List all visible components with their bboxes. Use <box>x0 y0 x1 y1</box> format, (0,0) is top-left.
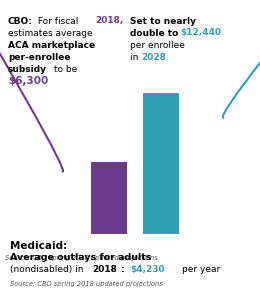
Text: Source: CBO spring 2018 updated projections: Source: CBO spring 2018 updated projecti… <box>10 280 163 286</box>
Bar <box>143 93 179 234</box>
Text: estimates average: estimates average <box>8 28 92 38</box>
Text: $6,300: $6,300 <box>8 76 48 86</box>
Text: 2028: 2028 <box>142 52 167 62</box>
Text: 2018,: 2018, <box>95 16 123 26</box>
Bar <box>91 162 127 234</box>
Text: For fiscal: For fiscal <box>35 16 81 26</box>
Text: (nondisabled) in: (nondisabled) in <box>10 265 87 274</box>
Text: per-enrollee: per-enrollee <box>8 52 70 62</box>
Text: double to: double to <box>130 28 181 38</box>
Text: Medicaid:: Medicaid: <box>10 241 68 250</box>
Text: Set to nearly: Set to nearly <box>130 16 196 26</box>
Text: to be: to be <box>51 64 77 74</box>
Text: subsidy: subsidy <box>8 64 47 74</box>
Text: 2018: 2018 <box>92 265 117 274</box>
Text: CBO:: CBO: <box>8 16 33 26</box>
Text: ACA marketplace: ACA marketplace <box>8 40 95 50</box>
Text: $4,230: $4,230 <box>130 265 165 274</box>
Text: $12,440: $12,440 <box>181 28 222 38</box>
Text: in: in <box>130 52 141 62</box>
Text: :: : <box>121 265 128 274</box>
Text: Source: CBO spring 2018 updated projections: Source: CBO spring 2018 updated projecti… <box>5 255 158 261</box>
Text: per enrollee: per enrollee <box>130 40 185 50</box>
Text: Average outlays for adults: Average outlays for adults <box>10 253 152 262</box>
Text: per year: per year <box>182 265 220 274</box>
